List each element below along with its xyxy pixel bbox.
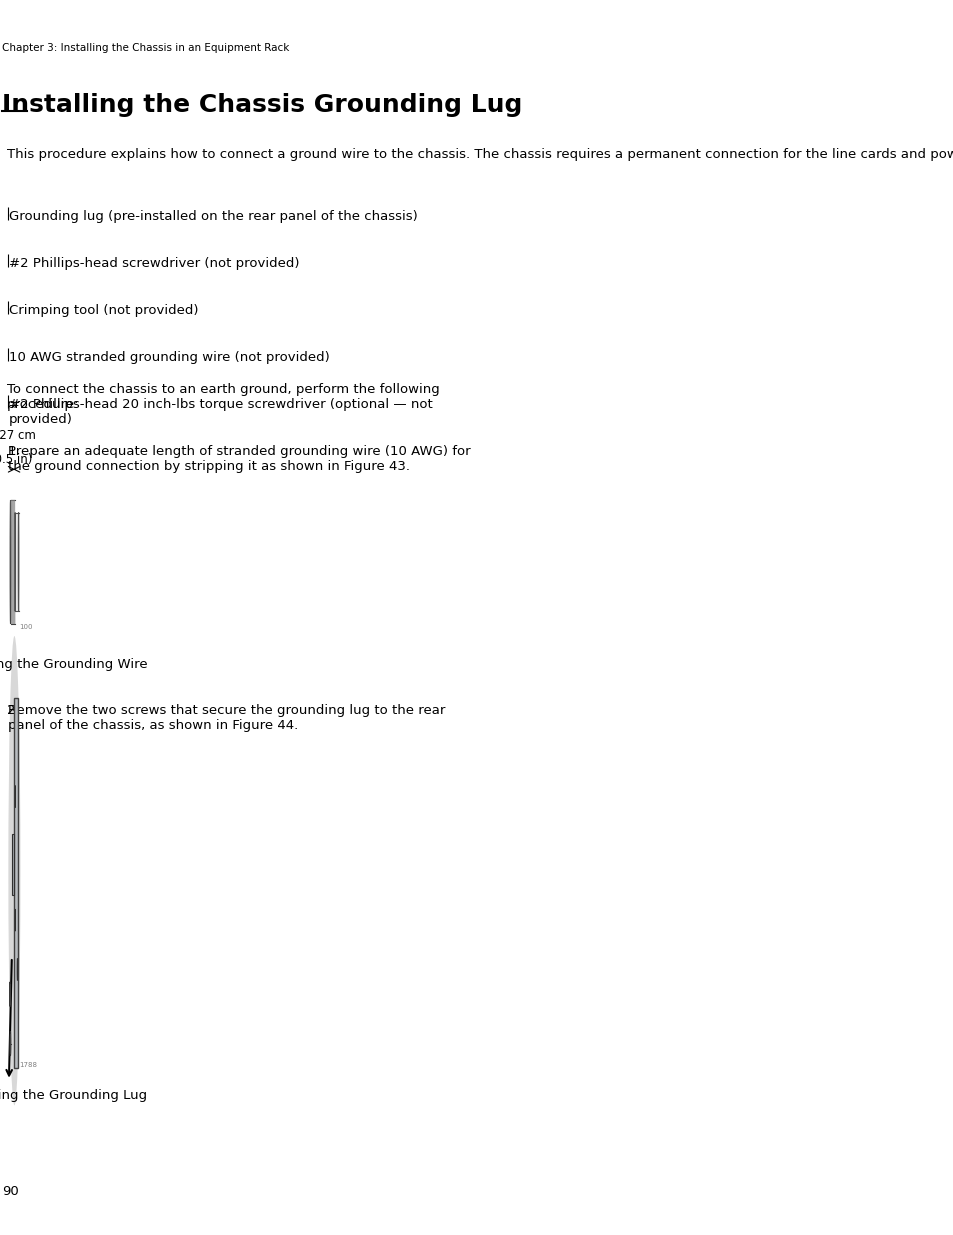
Text: 1.27 cm: 1.27 cm xyxy=(0,429,35,442)
Text: Grounding lug (pre-installed on the rear panel of the chassis): Grounding lug (pre-installed on the rear… xyxy=(9,210,417,224)
Text: (0.5 in): (0.5 in) xyxy=(0,452,32,466)
FancyBboxPatch shape xyxy=(14,698,18,1068)
Text: Crimping tool (not provided): Crimping tool (not provided) xyxy=(9,304,198,317)
Text: 90: 90 xyxy=(2,1184,19,1198)
Text: #2 Phillips-head screwdriver (not provided): #2 Phillips-head screwdriver (not provid… xyxy=(9,257,299,270)
Text: Figure 43. Stripping the Grounding Wire: Figure 43. Stripping the Grounding Wire xyxy=(0,658,147,672)
Text: Chapter 3: Installing the Chassis in an Equipment Rack: Chapter 3: Installing the Chassis in an … xyxy=(2,43,290,53)
Text: Remove the two screws that secure the grounding lug to the rear
panel of the cha: Remove the two screws that secure the gr… xyxy=(8,704,445,732)
Text: Prepare an adequate length of stranded grounding wire (10 AWG) for
the ground co: Prepare an adequate length of stranded g… xyxy=(8,445,470,473)
Text: Installing the Chassis Grounding Lug: Installing the Chassis Grounding Lug xyxy=(2,93,522,116)
Text: This procedure explains how to connect a ground wire to the chassis. The chassis: This procedure explains how to connect a… xyxy=(7,148,953,162)
Text: 10 AWG stranded grounding wire (not provided): 10 AWG stranded grounding wire (not prov… xyxy=(9,351,330,364)
Text: 1788: 1788 xyxy=(19,1062,37,1068)
Text: 1.: 1. xyxy=(7,445,20,458)
Text: To connect the chassis to an earth ground, perform the following
procedure:: To connect the chassis to an earth groun… xyxy=(7,383,439,411)
Ellipse shape xyxy=(9,636,20,1105)
FancyBboxPatch shape xyxy=(10,500,15,624)
FancyBboxPatch shape xyxy=(12,834,14,895)
Text: #2 Phillips-head 20 inch-lbs torque screwdriver (optional — not
provided): #2 Phillips-head 20 inch-lbs torque scre… xyxy=(9,398,433,426)
Text: 2.: 2. xyxy=(7,704,20,718)
Text: Figure 44. Removing the Grounding Lug: Figure 44. Removing the Grounding Lug xyxy=(0,1089,147,1103)
FancyBboxPatch shape xyxy=(15,513,18,611)
Text: 100: 100 xyxy=(19,624,33,630)
